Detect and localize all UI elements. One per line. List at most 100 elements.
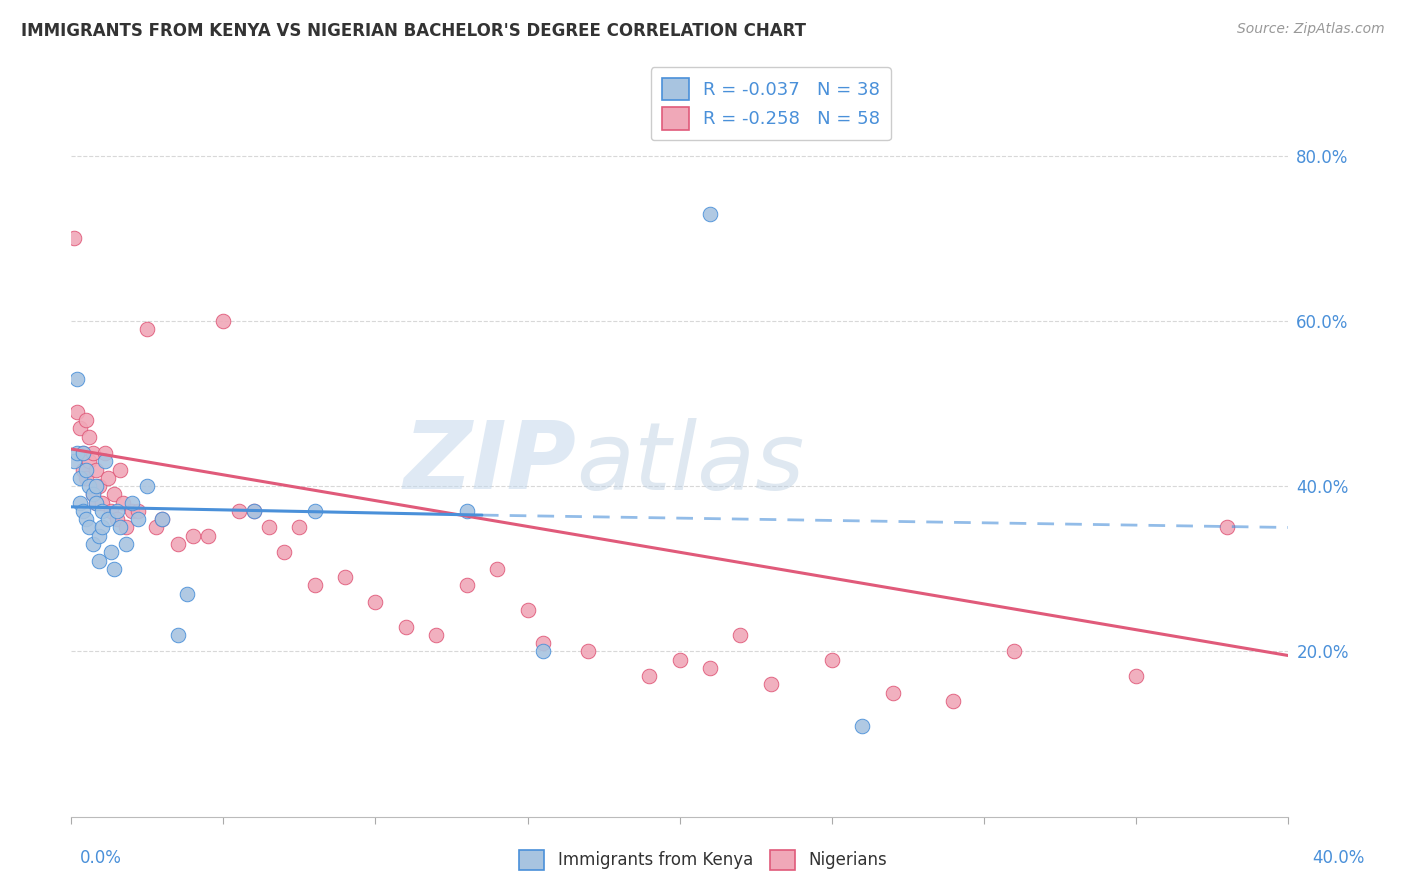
Point: [111, 496, 134, 510]
Point: [288, 520, 311, 534]
Point: [108, 520, 131, 534]
Point: [79, 454, 101, 468]
Point: [176, 586, 198, 600]
Point: [304, 504, 326, 518]
Point: [79, 520, 101, 534]
Point: [66, 405, 89, 419]
Point: [821, 652, 844, 666]
Point: [1125, 669, 1147, 683]
Text: ZIP: ZIP: [404, 417, 576, 509]
Point: [103, 487, 125, 501]
Point: [127, 512, 149, 526]
Point: [108, 463, 131, 477]
Text: atlas: atlas: [576, 418, 804, 509]
Point: [82, 446, 104, 460]
Point: [72, 463, 94, 477]
Point: [638, 669, 661, 683]
Point: [304, 578, 326, 592]
Point: [136, 322, 159, 336]
Point: [121, 504, 143, 518]
Point: [97, 512, 120, 526]
Point: [456, 504, 478, 518]
Point: [82, 487, 104, 501]
Point: [699, 661, 721, 675]
Point: [152, 512, 174, 526]
Point: [333, 570, 356, 584]
Point: [87, 553, 110, 567]
Point: [97, 471, 120, 485]
Point: [72, 446, 94, 460]
Point: [66, 446, 89, 460]
Point: [730, 628, 752, 642]
Point: [75, 512, 97, 526]
Point: [63, 231, 86, 245]
Point: [115, 537, 138, 551]
Point: [197, 529, 219, 543]
Point: [942, 694, 965, 708]
Point: [84, 463, 107, 477]
Point: [84, 496, 107, 510]
Point: [228, 504, 250, 518]
Point: [93, 454, 115, 468]
Point: [69, 496, 91, 510]
Point: [105, 512, 128, 526]
Point: [90, 496, 112, 510]
Point: [75, 463, 97, 477]
Text: Source: ZipAtlas.com: Source: ZipAtlas.com: [1237, 22, 1385, 37]
Point: [93, 446, 115, 460]
Point: [576, 644, 599, 658]
Point: [69, 421, 91, 435]
Point: [181, 529, 204, 543]
Point: [87, 479, 110, 493]
Point: [145, 520, 167, 534]
Point: [425, 628, 447, 642]
Point: [851, 719, 873, 733]
Text: 0.0%: 0.0%: [80, 849, 122, 867]
Point: [100, 545, 122, 559]
Point: [66, 372, 89, 386]
Point: [1216, 520, 1239, 534]
Point: [115, 520, 138, 534]
Point: [212, 314, 235, 328]
Point: [668, 652, 690, 666]
Point: [257, 520, 280, 534]
Point: [82, 487, 104, 501]
Point: [127, 504, 149, 518]
Point: [63, 454, 86, 468]
Point: [79, 429, 101, 443]
Point: [84, 479, 107, 493]
Point: [100, 504, 122, 518]
Point: [69, 471, 91, 485]
Point: [72, 446, 94, 460]
Point: [79, 479, 101, 493]
Point: [759, 677, 782, 691]
Point: [136, 479, 159, 493]
Point: [273, 545, 295, 559]
Point: [456, 578, 478, 592]
Point: [75, 413, 97, 427]
Text: IMMIGRANTS FROM KENYA VS NIGERIAN BACHELOR'S DEGREE CORRELATION CHART: IMMIGRANTS FROM KENYA VS NIGERIAN BACHEL…: [21, 22, 806, 40]
Point: [882, 686, 904, 700]
Point: [242, 504, 264, 518]
Point: [531, 636, 554, 650]
Legend: R = -0.037   N = 38, R = -0.258   N = 58: R = -0.037 N = 38, R = -0.258 N = 58: [651, 68, 891, 140]
Point: [486, 562, 509, 576]
Point: [72, 504, 94, 518]
Point: [516, 603, 538, 617]
Point: [103, 562, 125, 576]
Point: [395, 619, 418, 633]
Point: [84, 496, 107, 510]
Point: [166, 628, 188, 642]
Point: [87, 529, 110, 543]
Point: [531, 644, 554, 658]
Legend: Immigrants from Kenya, Nigerians: Immigrants from Kenya, Nigerians: [513, 843, 893, 877]
Point: [121, 496, 143, 510]
Point: [75, 471, 97, 485]
Point: [105, 504, 128, 518]
Point: [82, 537, 104, 551]
Text: 40.0%: 40.0%: [1312, 849, 1365, 867]
Point: [1002, 644, 1025, 658]
Point: [364, 595, 387, 609]
Point: [166, 537, 188, 551]
Point: [90, 504, 112, 518]
